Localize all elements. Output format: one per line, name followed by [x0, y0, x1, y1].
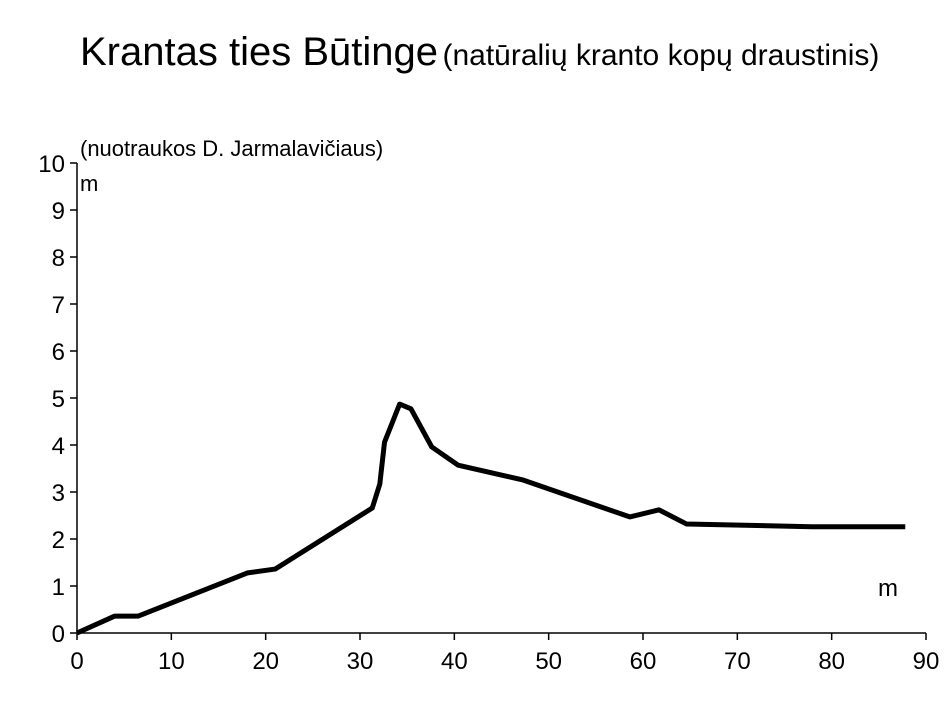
- y-tick-label: 4: [52, 433, 65, 460]
- chart-title: Krantas ties Būtinge: [80, 30, 438, 74]
- x-tick-label: 20: [252, 648, 279, 675]
- y-tick-label: 1: [52, 574, 65, 601]
- x-tick-label: 40: [441, 648, 468, 675]
- y-axis-label: m: [80, 171, 98, 196]
- x-tick-label: 70: [724, 648, 751, 675]
- x-tick-label: 10: [158, 648, 185, 675]
- x-axis-label: m: [878, 575, 898, 602]
- annotation: (nuotraukos D. Jarmalavičiaus): [80, 136, 383, 161]
- y-tick-label: 9: [52, 198, 65, 225]
- x-tick-label: 80: [818, 648, 845, 675]
- x-tick-label: 50: [535, 648, 562, 675]
- x-tick-label: 0: [70, 648, 83, 675]
- x-tick-label: 90: [913, 648, 940, 675]
- y-tick-label: 6: [52, 339, 65, 366]
- title-box: Krantas ties Būtinge (natūralių kranto k…: [80, 30, 930, 83]
- line-series: [75, 401, 906, 636]
- x-tick-label: 30: [347, 648, 374, 675]
- y-tick-label: 3: [52, 480, 65, 507]
- y-tick-label: 0: [52, 621, 65, 648]
- x-tick-label: 60: [630, 648, 657, 675]
- y-tick-label: 8: [52, 245, 65, 272]
- y-tick-label: 10: [38, 151, 65, 178]
- y-tick-label: 7: [52, 292, 65, 319]
- chart-subtitle: (natūralių kranto kopų draustinis): [442, 39, 880, 72]
- y-tick-label: 5: [52, 386, 65, 413]
- y-tick-label: 2: [52, 527, 65, 554]
